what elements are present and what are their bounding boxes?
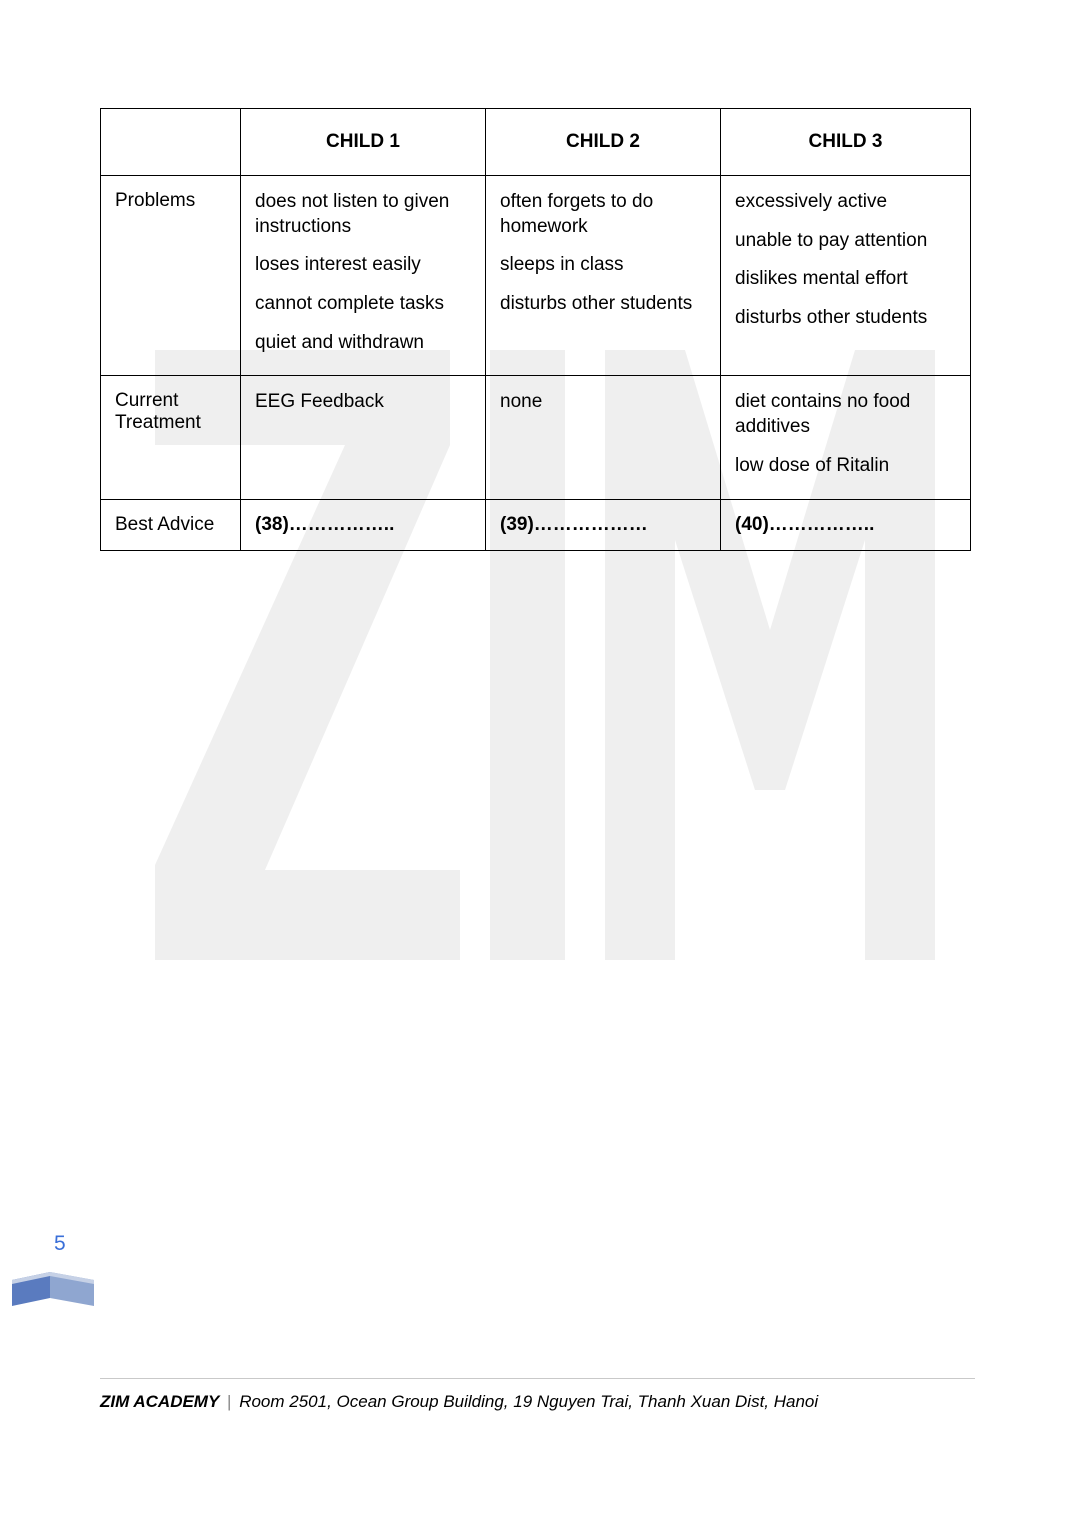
page-number: 5 xyxy=(54,1232,66,1256)
problem-item: quiet and withdrawn xyxy=(255,331,471,356)
treatment-item: diet contains no food additives xyxy=(735,390,956,439)
footer-separator xyxy=(100,1378,975,1379)
cell-problems-child2: often forgets to do homework sleeps in c… xyxy=(486,176,721,376)
cell-treatment-child3: diet contains no food additives low dose… xyxy=(721,376,971,499)
row-label-treatment: Current Treatment xyxy=(101,376,241,499)
problem-item: loses interest easily xyxy=(255,253,471,278)
problem-item: excessively active xyxy=(735,190,956,215)
book-icon xyxy=(8,1266,100,1308)
header-child3: CHILD 3 xyxy=(721,109,971,176)
row-label-advice: Best Advice xyxy=(101,499,241,550)
problem-item: cannot complete tasks xyxy=(255,292,471,317)
problem-item: disturbs other students xyxy=(735,306,956,331)
table-header-row: CHILD 1 CHILD 2 CHILD 3 xyxy=(101,109,971,176)
row-treatment: Current Treatment EEG Feedback none diet… xyxy=(101,376,971,499)
footer-text: ZIM ACADEMY | Room 2501, Ocean Group Bui… xyxy=(100,1392,818,1412)
footer-brand: ZIM ACADEMY xyxy=(100,1392,219,1411)
problem-item: disturbs other students xyxy=(500,292,706,317)
document-page: CHILD 1 CHILD 2 CHILD 3 Problems does no… xyxy=(0,0,1075,1520)
cell-advice-child1: (38)…………….. xyxy=(241,499,486,550)
header-blank xyxy=(101,109,241,176)
cell-treatment-child2: none xyxy=(486,376,721,499)
row-label-problems: Problems xyxy=(101,176,241,376)
treatment-item: none xyxy=(500,390,706,415)
header-child1: CHILD 1 xyxy=(241,109,486,176)
problem-item: unable to pay attention xyxy=(735,229,956,254)
problem-item: dislikes mental effort xyxy=(735,267,956,292)
treatment-item: low dose of Ritalin xyxy=(735,454,956,479)
problem-item: sleeps in class xyxy=(500,253,706,278)
problem-item: does not listen to given instructions xyxy=(255,190,471,239)
cell-advice-child2: (39)……………… xyxy=(486,499,721,550)
worksheet-table: CHILD 1 CHILD 2 CHILD 3 Problems does no… xyxy=(100,108,971,551)
cell-problems-child3: excessively active unable to pay attenti… xyxy=(721,176,971,376)
problem-item: often forgets to do homework xyxy=(500,190,706,239)
header-child2: CHILD 2 xyxy=(486,109,721,176)
treatment-item: EEG Feedback xyxy=(255,390,471,415)
cell-treatment-child1: EEG Feedback xyxy=(241,376,486,499)
cell-problems-child1: does not listen to given instructions lo… xyxy=(241,176,486,376)
row-problems: Problems does not listen to given instru… xyxy=(101,176,971,376)
cell-advice-child3: (40)…………….. xyxy=(721,499,971,550)
footer-address: Room 2501, Ocean Group Building, 19 Nguy… xyxy=(239,1392,818,1411)
footer-sep: | xyxy=(227,1392,231,1411)
row-advice: Best Advice (38)…………….. (39)……………… (40)…… xyxy=(101,499,971,550)
